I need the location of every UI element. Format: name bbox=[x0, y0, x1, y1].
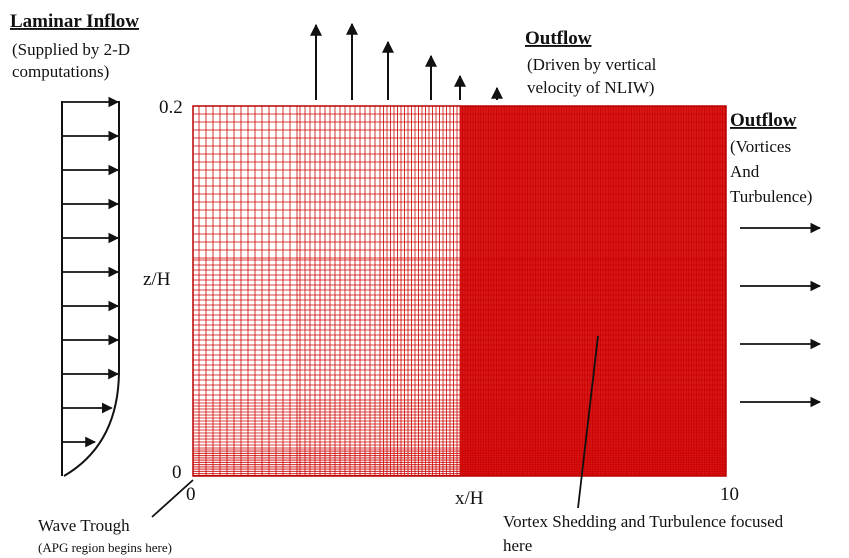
right-outflow-arrows bbox=[740, 222, 822, 408]
mesh-vertical-lines bbox=[198, 106, 726, 476]
x-axis-max-label: 10 bbox=[720, 484, 739, 505]
outflow-top-description-line-1: (Driven by vertical bbox=[527, 55, 657, 74]
z-axis-min-label: 0 bbox=[172, 462, 182, 483]
wave-trough-pointer bbox=[151, 479, 194, 518]
outflow-top-description-line-2: velocity of NLIW) bbox=[527, 78, 654, 97]
inflow-description-line-2: computations) bbox=[12, 62, 109, 81]
z-axis-label: z/H bbox=[143, 269, 171, 290]
mesh-border bbox=[192, 105, 727, 477]
inflow-description-line-1: (Supplied by 2-D bbox=[12, 40, 130, 59]
outflow-right-description-line-3: Turbulence) bbox=[730, 187, 812, 206]
x-axis-min-label: 0 bbox=[186, 484, 196, 505]
inflow-velocity-curve bbox=[63, 101, 120, 477]
vortex-pointer bbox=[577, 335, 599, 509]
vortex-label-line-2: here bbox=[503, 536, 532, 555]
x-axis-label: x/H bbox=[455, 488, 484, 509]
computational-mesh bbox=[192, 105, 727, 477]
wave-trough-label: Wave Trough bbox=[38, 516, 130, 535]
z-axis-max-label: 0.2 bbox=[159, 97, 183, 118]
outflow-top-title: Outflow bbox=[525, 28, 592, 49]
top-outflow-arrows bbox=[310, 22, 503, 100]
laminar-inflow-profile bbox=[61, 96, 120, 477]
inflow-arrows bbox=[62, 96, 120, 448]
mesh-horizontal-lines bbox=[193, 113, 726, 476]
inflow-title: Laminar Inflow bbox=[10, 11, 139, 32]
outflow-right-title: Outflow bbox=[730, 110, 797, 131]
vortex-label-line-1: Vortex Shedding and Turbulence focused bbox=[503, 512, 784, 531]
outflow-right-description-line-1: (Vortices bbox=[730, 137, 791, 156]
wave-trough-sublabel: (APG region begins here) bbox=[38, 540, 172, 555]
outflow-right-description-line-2: And bbox=[730, 162, 760, 181]
